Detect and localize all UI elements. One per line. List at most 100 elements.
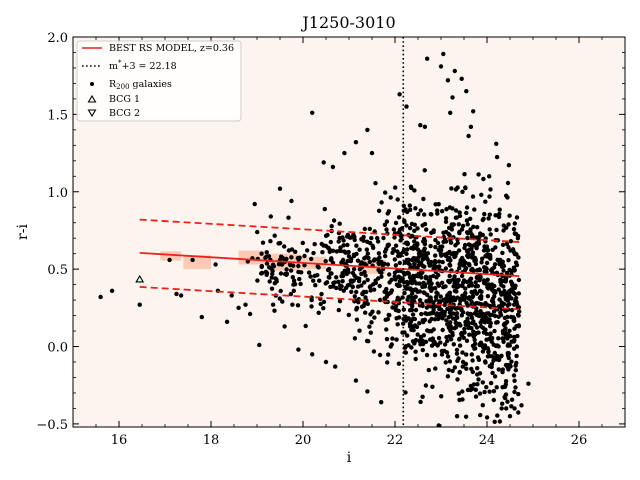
galaxy-point: [435, 211, 440, 216]
galaxy-point: [382, 249, 388, 254]
galaxy-point: [484, 331, 489, 336]
galaxy-point: [393, 263, 399, 268]
galaxy-point: [302, 253, 307, 259]
galaxy-point: [423, 251, 428, 257]
galaxy-point: [462, 330, 467, 335]
galaxy-point: [459, 313, 464, 318]
galaxy-point: [428, 281, 434, 287]
galaxy-point: [475, 372, 480, 377]
galaxy-point: [466, 133, 471, 139]
galaxy-point: [359, 271, 364, 277]
galaxy-point: [514, 295, 519, 301]
galaxy-point: [457, 370, 462, 375]
galaxy-point: [354, 243, 359, 248]
galaxy-point: [375, 239, 381, 244]
galaxy-point: [481, 325, 486, 331]
galaxy-point: [465, 387, 471, 393]
galaxy-point: [376, 260, 381, 265]
galaxy-point: [500, 401, 505, 406]
galaxy-point: [447, 294, 453, 299]
galaxy-point: [444, 299, 449, 304]
galaxy-point: [352, 336, 358, 341]
galaxy-point: [402, 218, 407, 223]
galaxy-point: [460, 255, 465, 261]
galaxy-point: [328, 271, 333, 276]
galaxy-point: [405, 209, 410, 215]
galaxy-point: [410, 291, 415, 296]
galaxy-point: [429, 212, 434, 217]
galaxy-point: [455, 358, 460, 364]
galaxy-point: [377, 352, 383, 358]
galaxy-point: [368, 330, 373, 335]
legend-box: [76, 40, 242, 122]
galaxy-point: [308, 274, 313, 279]
galaxy-point: [409, 327, 414, 333]
galaxy-point: [323, 233, 329, 238]
rs-bin-1: [183, 255, 211, 270]
galaxy-point: [453, 243, 458, 248]
galaxy-point: [406, 257, 411, 262]
galaxy-point: [391, 247, 396, 252]
galaxy-point: [492, 374, 498, 379]
galaxy-point: [516, 313, 521, 318]
galaxy-point: [451, 295, 456, 300]
galaxy-point: [435, 281, 440, 286]
legend-rs-model-label: BEST RS MODEL, z=0.36: [109, 43, 234, 54]
galaxy-point: [310, 352, 315, 357]
galaxy-point: [328, 239, 333, 245]
galaxy-point: [178, 293, 184, 298]
y-tick-label: −0.5: [36, 418, 68, 433]
galaxy-point: [392, 270, 398, 275]
galaxy-point: [492, 350, 497, 356]
galaxy-point: [337, 283, 343, 288]
galaxy-point: [459, 273, 465, 279]
galaxy-point: [506, 245, 511, 250]
galaxy-point: [430, 336, 435, 341]
galaxy-point: [432, 352, 438, 358]
galaxy-point: [318, 301, 323, 307]
galaxy-point: [443, 219, 449, 224]
galaxy-point: [511, 290, 516, 296]
galaxy-point: [488, 256, 493, 261]
galaxy-point: [470, 250, 476, 255]
galaxy-point: [506, 362, 511, 368]
galaxy-point: [328, 257, 333, 263]
galaxy-point: [504, 241, 510, 247]
galaxy-point: [440, 280, 445, 285]
galaxy-point: [395, 268, 401, 273]
galaxy-point: [291, 278, 297, 283]
galaxy-point: [441, 51, 446, 57]
galaxy-point: [462, 326, 467, 332]
galaxy-point: [424, 299, 429, 304]
galaxy-point: [465, 279, 470, 285]
galaxy-point: [496, 287, 501, 292]
galaxy-point: [277, 240, 283, 246]
galaxy-point: [384, 327, 389, 332]
galaxy-point: [369, 320, 374, 325]
galaxy-point: [478, 274, 483, 280]
galaxy-point: [297, 255, 302, 260]
galaxy-point: [503, 334, 508, 339]
galaxy-point: [463, 414, 469, 419]
galaxy-point: [514, 215, 520, 220]
galaxy-point: [174, 291, 179, 297]
galaxy-point: [269, 275, 274, 280]
galaxy-point: [491, 397, 496, 403]
galaxy-point: [316, 310, 321, 315]
galaxy-points: [98, 51, 531, 427]
galaxy-point: [516, 391, 521, 397]
galaxy-point: [387, 280, 392, 285]
galaxy-point: [282, 324, 287, 329]
galaxy-point: [447, 205, 453, 210]
galaxy-point: [478, 412, 483, 418]
galaxy-point: [484, 311, 489, 316]
galaxy-point: [494, 154, 500, 160]
galaxy-point: [489, 339, 494, 344]
galaxy-point: [445, 338, 450, 344]
galaxy-point: [407, 321, 413, 327]
galaxy-point: [414, 287, 419, 293]
galaxy-point: [443, 239, 449, 244]
galaxy-point: [436, 335, 442, 341]
galaxy-point: [373, 278, 378, 283]
